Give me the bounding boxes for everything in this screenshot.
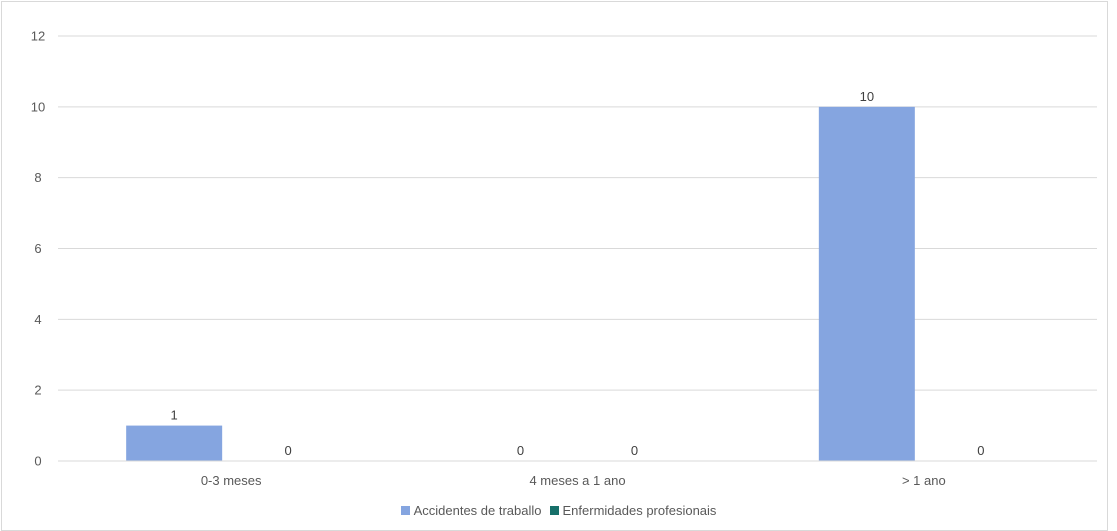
y-axis-ticks: 0 2 4 6 8 10 12	[31, 29, 45, 469]
data-label: 1	[171, 408, 178, 423]
legend: Accidentes de traballo Enfermidades prof…	[0, 503, 1117, 518]
legend-item-accidentes: Accidentes de traballo	[400, 503, 542, 518]
data-label: 0	[517, 443, 524, 458]
legend-label-enfermidades: Enfermidades profesionais	[562, 503, 717, 518]
data-label: 0	[285, 443, 292, 458]
legend-swatch-accidentes	[400, 506, 410, 515]
bars	[126, 106, 915, 461]
y-tick-label: 10	[31, 99, 45, 114]
x-tick-label: > 1 ano	[902, 473, 946, 488]
legend-swatch-enfermidades	[549, 506, 559, 515]
legend-label-accidentes: Accidentes de traballo	[413, 503, 542, 518]
x-axis-ticks: 0-3 meses 4 meses a 1 ano > 1 ano	[201, 473, 946, 488]
y-tick-label: 0	[34, 454, 41, 469]
y-tick-label: 6	[34, 241, 41, 256]
gridlines	[58, 35, 1097, 391]
data-label: 0	[631, 443, 638, 458]
data-label: 0	[977, 443, 984, 458]
y-tick-label: 8	[34, 170, 41, 185]
legend-item-enfermidades: Enfermidades profesionais	[549, 503, 717, 518]
bar	[126, 425, 223, 461]
y-tick-label: 12	[31, 29, 45, 44]
y-tick-label: 4	[34, 312, 41, 327]
y-tick-label: 2	[34, 383, 41, 398]
x-tick-label: 4 meses a 1 ano	[529, 473, 625, 488]
x-tick-label: 0-3 meses	[201, 473, 262, 488]
data-label: 10	[860, 89, 874, 104]
bar	[818, 106, 915, 461]
